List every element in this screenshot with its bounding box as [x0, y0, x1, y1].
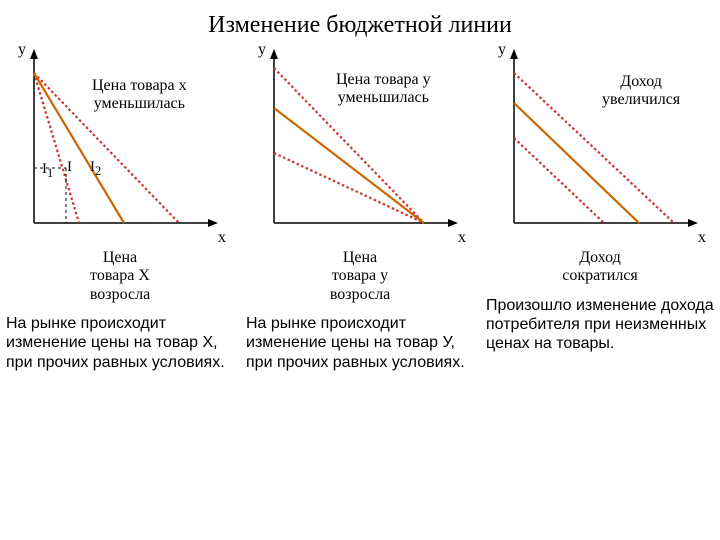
annot-line: Цена товара хуменьшилась [92, 77, 187, 112]
desc-2: На рынке происходит изменение цены на то… [244, 304, 476, 372]
label-I: I [67, 159, 72, 176]
page-title: Изменение бюджетной линии [0, 0, 720, 43]
below-2: Ценатовара увозросла [244, 249, 476, 304]
graphs-row: у Цена товара хуменьшилась I1 [0, 43, 720, 372]
column-2: у Цена товара ууменьшилась х Ценатовара … [244, 43, 476, 372]
column-1: у Цена товара хуменьшилась I1 [4, 43, 236, 372]
below-1: Ценатовара Хвозросла [4, 249, 236, 304]
label-I1: I1 [42, 161, 53, 181]
column-3: у Доходувеличился х Доходсократился Прои… [484, 43, 716, 372]
below-3: Доходсократился [484, 249, 716, 286]
x-axis-label: х [458, 229, 466, 247]
y-axis-label: у [18, 41, 26, 59]
label-I2: I2 [90, 159, 101, 179]
annot-top-2: Цена товара ууменьшилась [336, 71, 431, 106]
x-axis-label: х [218, 229, 226, 247]
annot-top-3: Доходувеличился [602, 73, 680, 108]
graph-3: у Доходувеличился х [484, 43, 704, 243]
annot-line: Доходувеличился [602, 73, 680, 108]
graph-1: у Цена товара хуменьшилась I1 [4, 43, 224, 243]
graph-1-svg [4, 43, 224, 243]
graph-2: у Цена товара ууменьшилась х [244, 43, 464, 243]
desc-1: На рынке происходит изменение цены на то… [4, 304, 236, 372]
y-axis-label: у [498, 41, 506, 59]
y-axis-label: у [258, 41, 266, 59]
desc-3: Произошло изменение дохода потребителя п… [484, 286, 716, 354]
annot-line: Цена товара ууменьшилась [336, 71, 431, 106]
x-axis-label: х [698, 229, 706, 247]
annot-top-1: Цена товара хуменьшилась [92, 77, 187, 112]
